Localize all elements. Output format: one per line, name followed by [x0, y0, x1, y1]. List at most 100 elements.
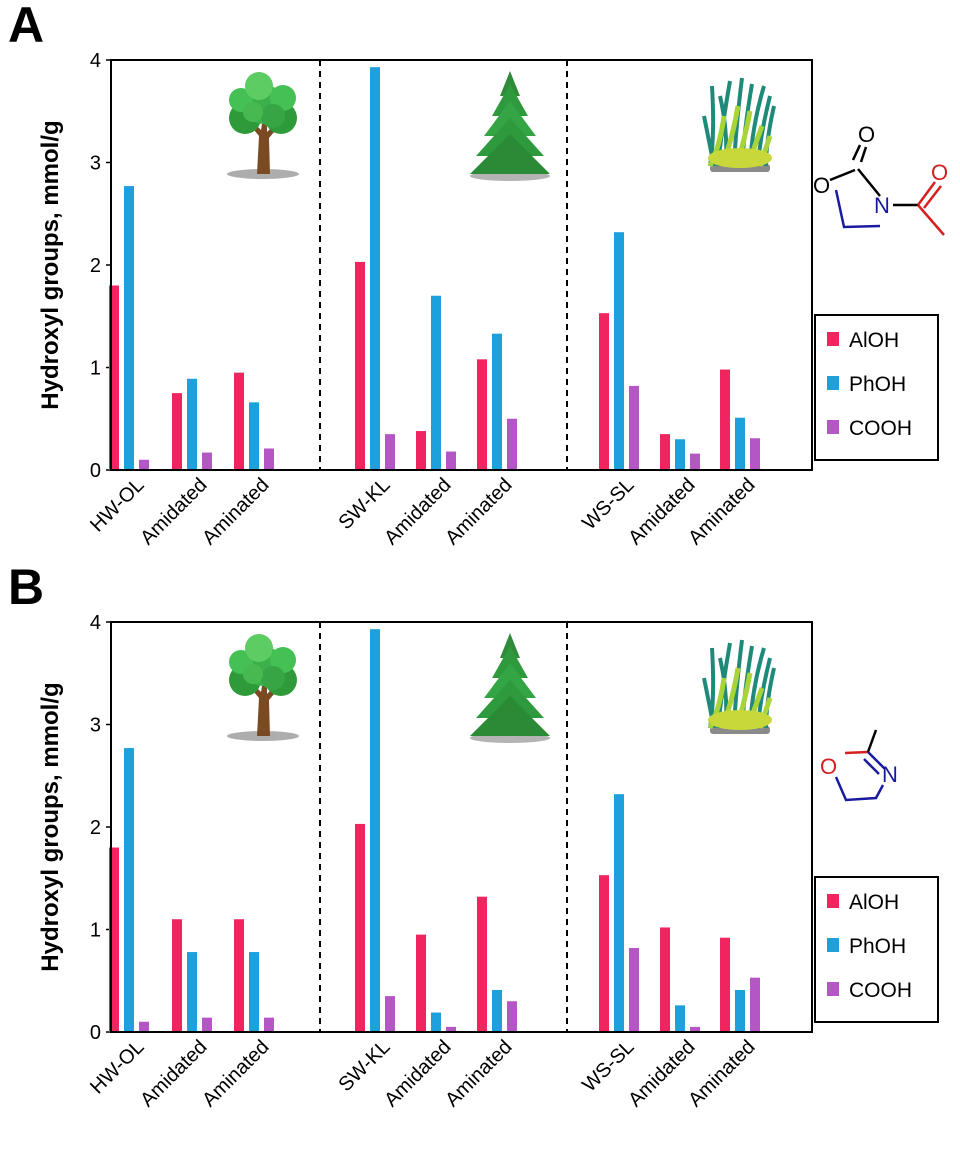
bar-cooh [629, 947, 639, 1032]
bond [834, 776, 885, 802]
bar-aloh [234, 919, 244, 1032]
legend-label: COOH [849, 979, 912, 1002]
bond [866, 729, 878, 753]
bar-cooh [264, 1017, 274, 1032]
bar-aloh [720, 937, 730, 1032]
bar-aloh [109, 847, 119, 1032]
legend-swatch [827, 982, 839, 996]
bar-aloh [416, 431, 426, 470]
bond [857, 168, 881, 197]
y-tick-label: 2 [90, 255, 101, 277]
y-axis-label: Hydroxyl groups, mmol/g [37, 682, 64, 971]
x-tick-label: Amidated [136, 474, 211, 549]
x-tick-label: WS-SL [578, 1036, 638, 1096]
legend-label: AlOH [849, 891, 899, 914]
bar-aloh [477, 359, 487, 470]
legend-label: AlOH [849, 329, 899, 352]
x-tick-label: HW-OL [86, 474, 148, 536]
bar-cooh [507, 418, 517, 470]
y-tick-label: 1 [90, 920, 101, 942]
bond [834, 189, 881, 229]
bar-aloh [477, 896, 487, 1032]
bar-cooh [750, 438, 760, 470]
bar-cooh [202, 452, 212, 470]
bar-phoh [124, 748, 134, 1032]
bar-cooh [385, 434, 395, 470]
atom-o: O [813, 173, 830, 198]
legend-swatch [827, 332, 839, 346]
bar-phoh [492, 333, 502, 470]
atom-o: O [858, 122, 875, 147]
bar-cooh [750, 977, 760, 1032]
legend-swatch [827, 938, 839, 952]
legend-label: COOH [849, 417, 912, 440]
bar-aloh [355, 261, 365, 470]
y-axis-label: Hydroxyl groups, mmol/g [37, 120, 64, 409]
chart-panel-B: B Hydroxyl groups, mmol/g 0 1 2 3 4 HW-OLAmidat… [8, 559, 939, 1111]
bar-cooh [690, 453, 700, 470]
deciduous-tree-icon [227, 634, 299, 741]
bar-phoh [249, 402, 259, 470]
x-tick-label: HW-OL [86, 1036, 148, 1098]
deciduous-tree-icon [227, 72, 299, 179]
legend-swatch [827, 894, 839, 908]
bar-cooh [446, 451, 456, 470]
molecule-structure: O O O N [813, 122, 948, 236]
legend-swatch [827, 420, 839, 434]
bar-cooh [446, 1026, 456, 1032]
bar-phoh [675, 439, 685, 470]
bar-cooh [385, 996, 395, 1032]
x-tick-label: Aminated [441, 474, 516, 549]
bar-phoh [492, 989, 502, 1032]
bar-phoh [370, 629, 380, 1032]
legend-swatch [827, 376, 839, 390]
chart-panel-A: A Hydroxyl groups, mmol/g 0 1 2 3 4 HW-OLAmidat… [8, 0, 948, 549]
wheat-straw-grass-icon [704, 640, 774, 734]
x-tick-label: Aminated [684, 1036, 759, 1111]
bar-cooh [629, 385, 639, 470]
bond [917, 204, 945, 236]
legend-label: PhOH [849, 373, 906, 396]
y-tick-label: 3 [90, 153, 101, 175]
bar-aloh [234, 372, 244, 470]
y-tick-label: 4 [90, 50, 101, 72]
bar-phoh [735, 417, 745, 470]
bar-cooh [507, 1001, 517, 1032]
y-tick-label: 2 [90, 817, 101, 839]
bar-cooh [202, 1017, 212, 1032]
bar-cooh [139, 1021, 149, 1032]
bar-phoh [124, 186, 134, 470]
x-tick-label: SW-KL [334, 474, 394, 534]
y-tick-label: 4 [90, 612, 101, 634]
bar-phoh [735, 989, 745, 1032]
x-tick-label: Aminated [198, 1036, 273, 1111]
bond [867, 751, 886, 770]
bar-phoh [187, 952, 197, 1032]
conifer-tree-icon [470, 71, 550, 181]
bar-aloh [355, 823, 365, 1032]
bond [829, 168, 856, 182]
bar-cooh [690, 1026, 700, 1032]
atom-n: N [874, 193, 890, 218]
plot-frame [110, 59, 813, 471]
atom-n: N [882, 762, 898, 787]
x-tick-label: Amidated [136, 1036, 211, 1111]
legend-label: PhOH [849, 935, 906, 958]
bar-phoh [370, 67, 380, 471]
bar-aloh [109, 285, 119, 470]
bar-aloh [416, 934, 426, 1032]
bond [916, 181, 937, 206]
bond [844, 750, 869, 755]
bond [863, 758, 880, 775]
panel-label: B [8, 559, 44, 615]
bar-aloh [172, 393, 182, 470]
bar-aloh [599, 313, 609, 470]
bond [851, 144, 862, 161]
y-tick-label: 1 [90, 358, 101, 380]
x-tick-label: Aminated [198, 474, 273, 549]
bar-aloh [720, 369, 730, 470]
conifer-tree-icon [470, 633, 550, 743]
x-tick-label: Aminated [441, 1036, 516, 1111]
bar-phoh [249, 952, 259, 1032]
